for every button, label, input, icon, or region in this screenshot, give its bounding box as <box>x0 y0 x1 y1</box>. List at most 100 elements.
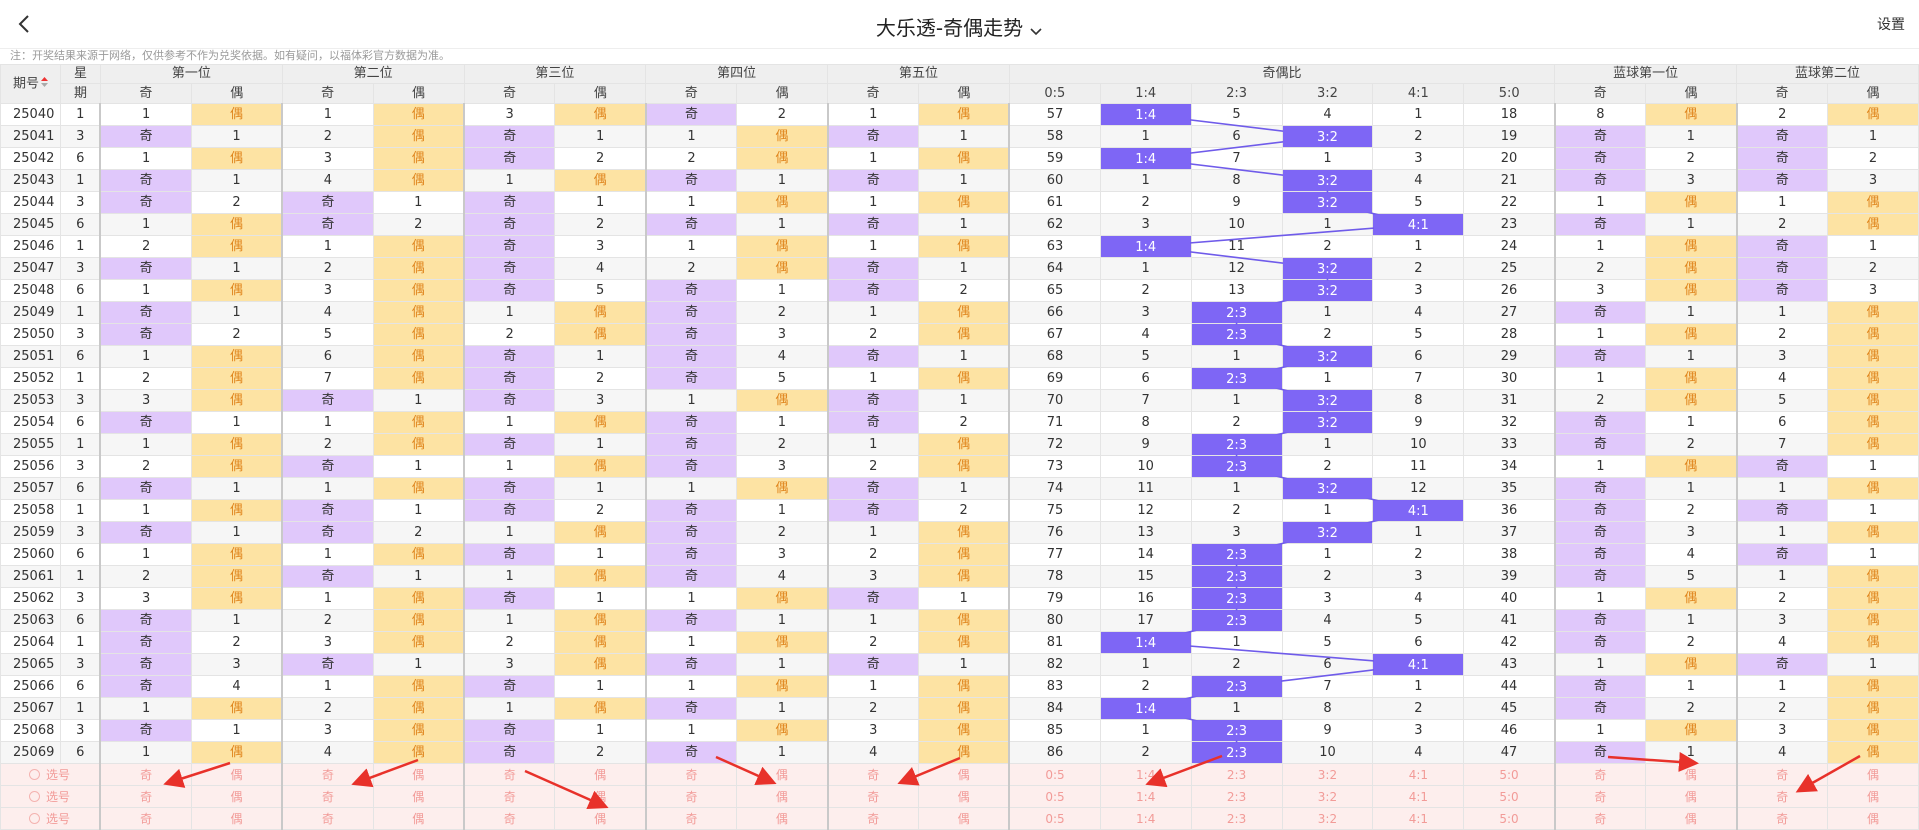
pick-radio[interactable]: 选号 <box>0 763 101 786</box>
pick-odd-option[interactable]: 奇 <box>99 807 192 830</box>
pick-blue-even-option[interactable]: 偶 <box>1645 785 1737 808</box>
odd-cell: 奇 <box>463 125 556 148</box>
pick-even-option[interactable]: 偶 <box>190 785 283 808</box>
period-header[interactable]: 期号 <box>0 64 61 104</box>
pick-even-option[interactable]: 偶 <box>372 785 465 808</box>
pick-ratio-option[interactable]: 3:2 <box>1281 763 1374 786</box>
pick-ratio-option[interactable]: 1:4 <box>1099 785 1192 808</box>
pick-ratio-option[interactable]: 1:4 <box>1099 763 1192 786</box>
odd-cell: 2 <box>281 125 374 148</box>
pick-ratio-option[interactable]: 5:0 <box>1463 785 1556 808</box>
pick-ratio-option[interactable]: 4:1 <box>1372 763 1465 786</box>
pick-odd-option[interactable]: 奇 <box>281 807 374 830</box>
pick-odd-option[interactable]: 奇 <box>281 785 374 808</box>
pick-blue-odd-option[interactable]: 奇 <box>1553 807 1647 830</box>
odd-cell: 1 <box>99 697 192 720</box>
pick-blue-odd-option[interactable]: 奇 <box>1735 785 1828 808</box>
ratio-miss-cell: 70 <box>1008 389 1101 412</box>
pick-blue-odd-option[interactable]: 奇 <box>1735 807 1828 830</box>
pick-blue-odd-option[interactable]: 奇 <box>1553 763 1647 786</box>
pick-blue-odd-option[interactable]: 奇 <box>1553 785 1647 808</box>
odd-cell: 1 <box>826 609 919 632</box>
pick-ratio-option[interactable]: 3:2 <box>1281 785 1374 808</box>
pick-even-option[interactable]: 偶 <box>917 785 1010 808</box>
pick-even-option[interactable]: 偶 <box>554 763 647 786</box>
period-cell: 25049 <box>0 301 61 324</box>
blue-even-cell: 偶 <box>1826 323 1919 346</box>
pick-ratio-option[interactable]: 5:0 <box>1463 763 1556 786</box>
blue-odd-cell: 奇 <box>1553 741 1647 764</box>
pick-odd-option[interactable]: 奇 <box>99 785 192 808</box>
even-cell: 偶 <box>736 191 829 214</box>
pick-even-option[interactable]: 偶 <box>736 763 829 786</box>
ratio-miss-cell: 32 <box>1463 411 1556 434</box>
pick-odd-option[interactable]: 奇 <box>463 807 556 830</box>
pick-even-option[interactable]: 偶 <box>917 763 1010 786</box>
pick-ratio-option[interactable]: 0:5 <box>1008 763 1101 786</box>
ratio-miss-cell: 3 <box>1099 213 1192 236</box>
period-cell: 25056 <box>0 455 61 478</box>
ratio-miss-cell: 60 <box>1008 169 1101 192</box>
pick-odd-option[interactable]: 奇 <box>826 763 919 786</box>
ratio-miss-cell: 6 <box>1190 125 1283 148</box>
pick-even-option[interactable]: 偶 <box>554 807 647 830</box>
pick-odd-option[interactable]: 奇 <box>99 763 192 786</box>
pick-odd-option[interactable]: 奇 <box>644 763 738 786</box>
pick-ratio-option[interactable]: 0:5 <box>1008 807 1101 830</box>
pick-odd-option[interactable]: 奇 <box>281 763 374 786</box>
pick-even-option[interactable]: 偶 <box>736 807 829 830</box>
pick-ratio-option[interactable]: 1:4 <box>1099 807 1192 830</box>
pick-blue-even-option[interactable]: 偶 <box>1826 785 1919 808</box>
ratio-miss-cell: 63 <box>1008 235 1101 258</box>
even-cell: 1 <box>736 411 829 434</box>
ratio-hit-cell: 4:1 <box>1372 213 1465 236</box>
odd-cell: 1 <box>463 411 556 434</box>
pick-even-option[interactable]: 偶 <box>736 785 829 808</box>
ratio-header: 2:3 <box>1190 83 1283 104</box>
ratio-miss-cell: 29 <box>1463 345 1556 368</box>
page-title-dropdown[interactable]: 大乐透-奇偶走势 <box>0 12 1919 42</box>
settings-button[interactable]: 设置 <box>1877 17 1905 33</box>
pick-ratio-option[interactable]: 3:2 <box>1281 807 1374 830</box>
even-cell: 4 <box>736 565 829 588</box>
pick-blue-even-option[interactable]: 偶 <box>1645 763 1737 786</box>
pick-even-option[interactable]: 偶 <box>190 763 283 786</box>
pick-odd-option[interactable]: 奇 <box>826 807 919 830</box>
period-cell: 25045 <box>0 213 61 236</box>
star-cell: 3 <box>59 719 101 742</box>
back-button[interactable] <box>10 10 38 38</box>
pick-blue-even-option[interactable]: 偶 <box>1826 807 1919 830</box>
pick-ratio-option[interactable]: 5:0 <box>1463 807 1556 830</box>
table-row: 25065 3 奇 3 奇 1 3 偶奇 1 奇 1 82 1 2 6 4:1 43 1 偶奇 1 <box>0 653 1919 676</box>
pick-even-option[interactable]: 偶 <box>190 807 283 830</box>
pick-ratio-option[interactable]: 4:1 <box>1372 785 1465 808</box>
pick-odd-option[interactable]: 奇 <box>644 807 738 830</box>
pick-even-option[interactable]: 偶 <box>372 763 465 786</box>
pick-blue-even-option[interactable]: 偶 <box>1826 763 1919 786</box>
pick-blue-even-option[interactable]: 偶 <box>1645 807 1737 830</box>
odd-cell: 3 <box>281 147 374 170</box>
pick-even-option[interactable]: 偶 <box>917 807 1010 830</box>
ratio-miss-cell: 1 <box>1190 631 1283 654</box>
even-cell: 2 <box>554 213 647 236</box>
table-row: 25040 1 1 偶 1 偶 3 偶奇 2 1 偶 57 1:4 5 4 1 18 8 偶 2 偶 <box>0 103 1919 126</box>
pick-ratio-option[interactable]: 2:3 <box>1190 807 1283 830</box>
pick-ratio-option[interactable]: 0:5 <box>1008 785 1101 808</box>
pick-blue-odd-option[interactable]: 奇 <box>1735 763 1828 786</box>
ratio-miss-cell: 73 <box>1008 455 1101 478</box>
ratio-hit-cell: 3:2 <box>1281 389 1374 412</box>
pick-ratio-option[interactable]: 4:1 <box>1372 807 1465 830</box>
pick-odd-option[interactable]: 奇 <box>463 763 556 786</box>
pick-even-option[interactable]: 偶 <box>554 785 647 808</box>
pick-odd-option[interactable]: 奇 <box>463 785 556 808</box>
pick-ratio-option[interactable]: 2:3 <box>1190 763 1283 786</box>
pick-odd-option[interactable]: 奇 <box>644 785 738 808</box>
pick-even-option[interactable]: 偶 <box>372 807 465 830</box>
pick-radio[interactable]: 选号 <box>0 785 101 808</box>
pick-ratio-option[interactable]: 2:3 <box>1190 785 1283 808</box>
pick-odd-option[interactable]: 奇 <box>826 785 919 808</box>
sort-icon[interactable] <box>41 75 48 93</box>
blue-odd-cell: 1 <box>1553 587 1647 610</box>
pick-radio[interactable]: 选号 <box>0 807 101 830</box>
ratio-hit-cell: 3:2 <box>1281 125 1374 148</box>
